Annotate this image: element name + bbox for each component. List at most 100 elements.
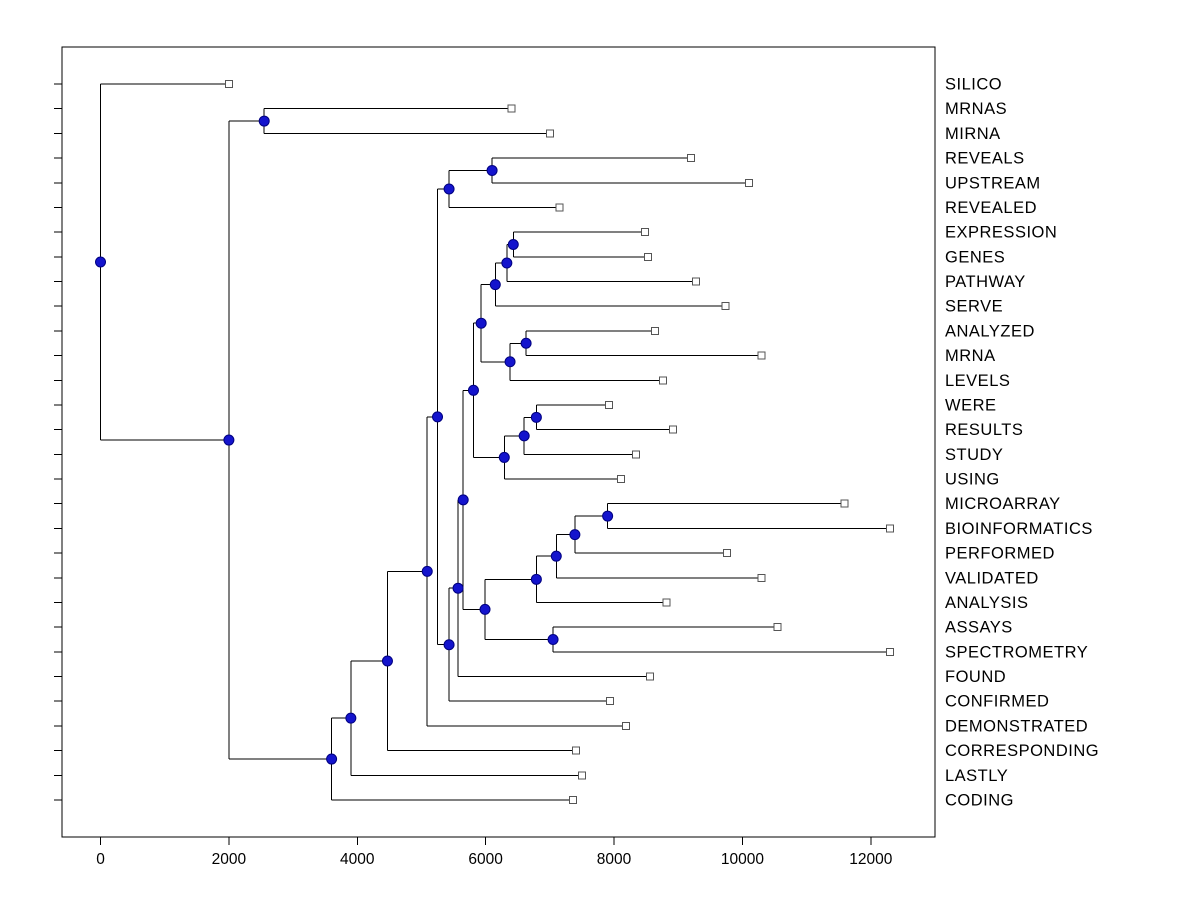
leaf-tip-marker xyxy=(723,549,732,558)
branch-node-marker xyxy=(457,494,469,506)
leaf-label: PATHWAY xyxy=(945,273,1026,291)
leaf-tip-marker xyxy=(555,203,564,212)
branch-node-marker xyxy=(95,256,107,268)
branch-node-marker xyxy=(486,164,498,176)
leaf-label: MICROARRAY xyxy=(945,495,1061,513)
leaf-label: VALIDATED xyxy=(945,569,1039,587)
leaf-tip-marker xyxy=(622,721,631,730)
x-axis-tick-label: 2000 xyxy=(212,851,247,868)
branch-node-marker xyxy=(443,639,455,651)
leaf-tip-marker xyxy=(568,795,577,804)
branch-node-marker xyxy=(550,550,562,562)
branch-node-marker xyxy=(452,582,464,594)
branch-node-marker xyxy=(504,356,516,368)
leaf-tip-marker xyxy=(640,228,649,237)
branch-node-marker xyxy=(518,430,530,442)
leaf-tip-marker xyxy=(721,302,730,311)
branch-node-marker xyxy=(432,411,444,423)
leaf-tip-marker xyxy=(687,154,696,163)
leaf-label: LASTLY xyxy=(945,767,1008,785)
branch-node-marker xyxy=(326,753,338,765)
leaf-label: CODING xyxy=(945,791,1014,809)
leaf-tip-marker xyxy=(886,524,895,533)
leaf-tip-marker xyxy=(617,475,626,484)
leaf-tip-marker xyxy=(757,573,766,582)
branch-node-marker xyxy=(223,434,235,446)
leaf-tip-marker xyxy=(572,746,581,755)
branch-node-marker xyxy=(498,451,510,463)
leaf-label: USING xyxy=(945,471,1000,489)
leaf-label: SERVE xyxy=(945,298,1003,316)
leaf-label: SPECTROMETRY xyxy=(945,643,1088,661)
branch-node-marker xyxy=(501,257,513,269)
branch-node-marker xyxy=(547,634,559,645)
leaf-label: ANALYSIS xyxy=(945,594,1028,612)
branch-node-marker xyxy=(569,529,581,541)
x-axis-tick-label: 0 xyxy=(96,851,105,868)
branch-node-marker xyxy=(520,337,532,349)
leaf-label: CORRESPONDING xyxy=(945,742,1099,760)
leaf-tip-marker xyxy=(840,499,849,508)
leaf-label: ANALYZED xyxy=(945,322,1035,340)
leaf-label: MIRNA xyxy=(945,125,1001,143)
branch-node-marker xyxy=(381,655,393,667)
branch-node-marker xyxy=(258,115,270,127)
leaf-label: MRNAS xyxy=(945,100,1007,118)
leaf-label: RESULTS xyxy=(945,421,1023,439)
branch-node-marker xyxy=(467,384,479,396)
leaf-label: PERFORMED xyxy=(945,545,1055,563)
leaf-tip-marker xyxy=(692,277,701,286)
leaf-tip-marker xyxy=(507,104,516,113)
leaf-label: CONFIRMED xyxy=(945,693,1049,711)
branch-node-marker xyxy=(602,510,614,522)
labels: 0 2000 4000 6000 8000 10000 12000 SILICO MRNAS MI… xyxy=(96,76,1099,868)
x-axis-tick-label: 6000 xyxy=(468,851,503,868)
leaf-label: DEMONSTRATED xyxy=(945,717,1088,735)
leaf-tip-marker xyxy=(658,376,667,385)
leaf-tip-marker xyxy=(631,450,640,459)
x-axis-tick-label: 10000 xyxy=(721,851,764,868)
leaf-tip-marker xyxy=(224,80,233,89)
branch-node-marker xyxy=(489,279,501,291)
leaf-label: BIOINFORMATICS xyxy=(945,520,1093,538)
leaf-tip-marker xyxy=(886,647,895,656)
x-axis-tick-label: 8000 xyxy=(597,851,632,868)
plot-border xyxy=(61,46,936,838)
branch-lines xyxy=(100,83,891,801)
leaf-label: FOUND xyxy=(945,668,1006,686)
node-markers xyxy=(95,80,895,804)
branch-node-marker xyxy=(345,712,357,724)
leaf-tip-marker xyxy=(644,252,653,261)
leaf-label: LEVELS xyxy=(945,372,1010,390)
branch-node-marker xyxy=(530,411,542,423)
leaf-label: EXPRESSION xyxy=(945,224,1057,242)
leaf-tip-marker xyxy=(662,598,671,607)
leaf-tip-marker xyxy=(757,351,766,360)
leaf-tip-marker xyxy=(545,129,554,138)
leaf-label: STUDY xyxy=(945,446,1003,464)
branch-node-marker xyxy=(530,573,542,585)
branch-node-marker xyxy=(443,183,455,195)
branch-node-marker xyxy=(421,565,433,577)
leaf-label: SILICO xyxy=(945,76,1002,94)
x-axis-tick-label: 12000 xyxy=(849,851,892,868)
leaf-label: UPSTREAM xyxy=(945,174,1041,192)
leaf-label: GENES xyxy=(945,248,1005,266)
branch-node-marker xyxy=(507,239,519,250)
leaf-label: ASSAYS xyxy=(945,619,1013,637)
leaf-tip-marker xyxy=(744,178,753,187)
leaf-tip-marker xyxy=(645,672,654,681)
leaf-label: REVEALED xyxy=(945,199,1037,217)
leaf-label: MRNA xyxy=(945,347,996,365)
leaf-tip-marker xyxy=(604,400,613,409)
x-axis-tick-label: 4000 xyxy=(340,851,375,868)
branch-node-marker xyxy=(479,603,491,615)
axes xyxy=(54,46,936,845)
leaf-tip-marker xyxy=(651,326,660,335)
leaf-label: REVEALS xyxy=(945,150,1025,168)
leaf-label: WERE xyxy=(945,396,997,414)
leaf-tip-marker xyxy=(577,771,586,780)
branch-node-marker xyxy=(475,317,487,329)
